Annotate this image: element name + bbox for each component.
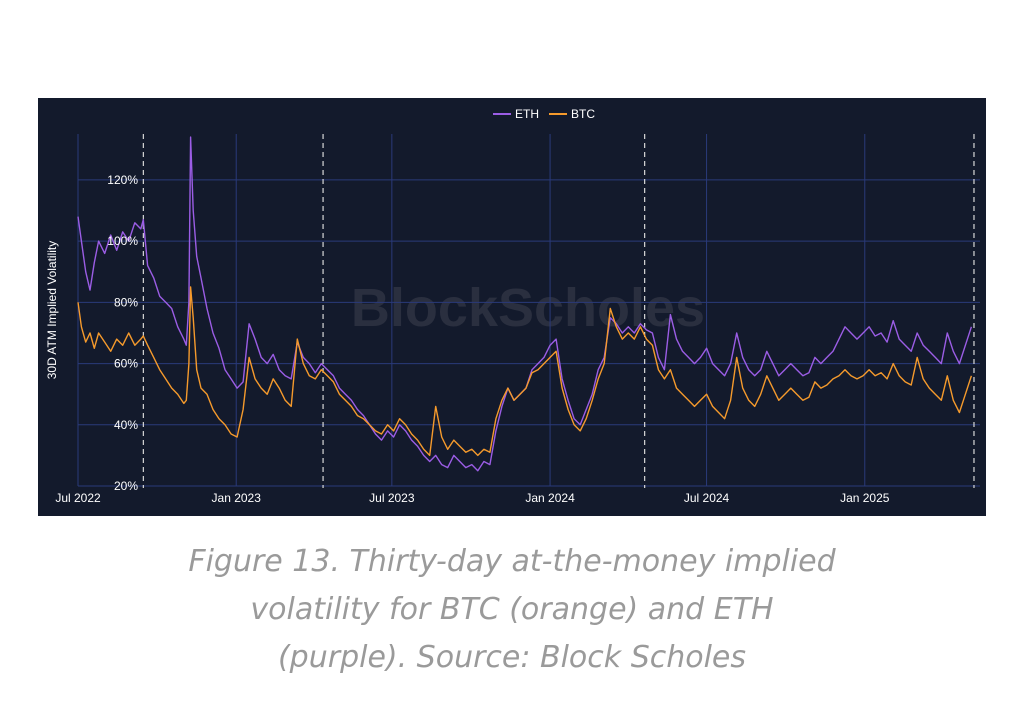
x-tick-label: Jul 2022 — [55, 491, 101, 505]
y-tick-label: 100% — [107, 234, 138, 248]
watermark-text: BlockScholes — [351, 278, 705, 338]
y-axis-label: 30D ATM Implied Volatility — [45, 241, 59, 380]
chart-panel: BlockScholes 20% 40% 60% 80% 100% 120% Jul 202… — [38, 98, 986, 516]
caption-line-1: Figure 13. Thirty-day at-the-money impli… — [188, 544, 836, 579]
legend-label-eth: ETH — [515, 107, 539, 121]
figure-caption: Figure 13. Thirty-day at-the-money impli… — [0, 538, 1024, 682]
x-tick-label: Jan 2025 — [840, 491, 890, 505]
x-tick-label: Jul 2024 — [684, 491, 730, 505]
x-tick-label: Jul 2023 — [369, 491, 415, 505]
series-line-btc — [77, 286, 973, 457]
y-tick-label: 40% — [114, 418, 138, 432]
line-chart: BlockScholes 20% 40% 60% 80% 100% 120% Jul 202… — [45, 107, 980, 505]
y-tick-label: 20% — [114, 479, 138, 493]
y-tick-label: 120% — [107, 173, 138, 187]
legend-label-btc: BTC — [571, 107, 595, 121]
caption-line-2: volatility for BTC (orange) and ETH — [250, 592, 774, 627]
caption-line-3: (purple). Source: Block Scholes — [277, 640, 747, 675]
y-tick-label: 80% — [114, 295, 138, 309]
x-tick-label: Jan 2023 — [212, 491, 262, 505]
y-tick-label: 60% — [114, 357, 138, 371]
x-tick-label: Jan 2024 — [525, 491, 575, 505]
